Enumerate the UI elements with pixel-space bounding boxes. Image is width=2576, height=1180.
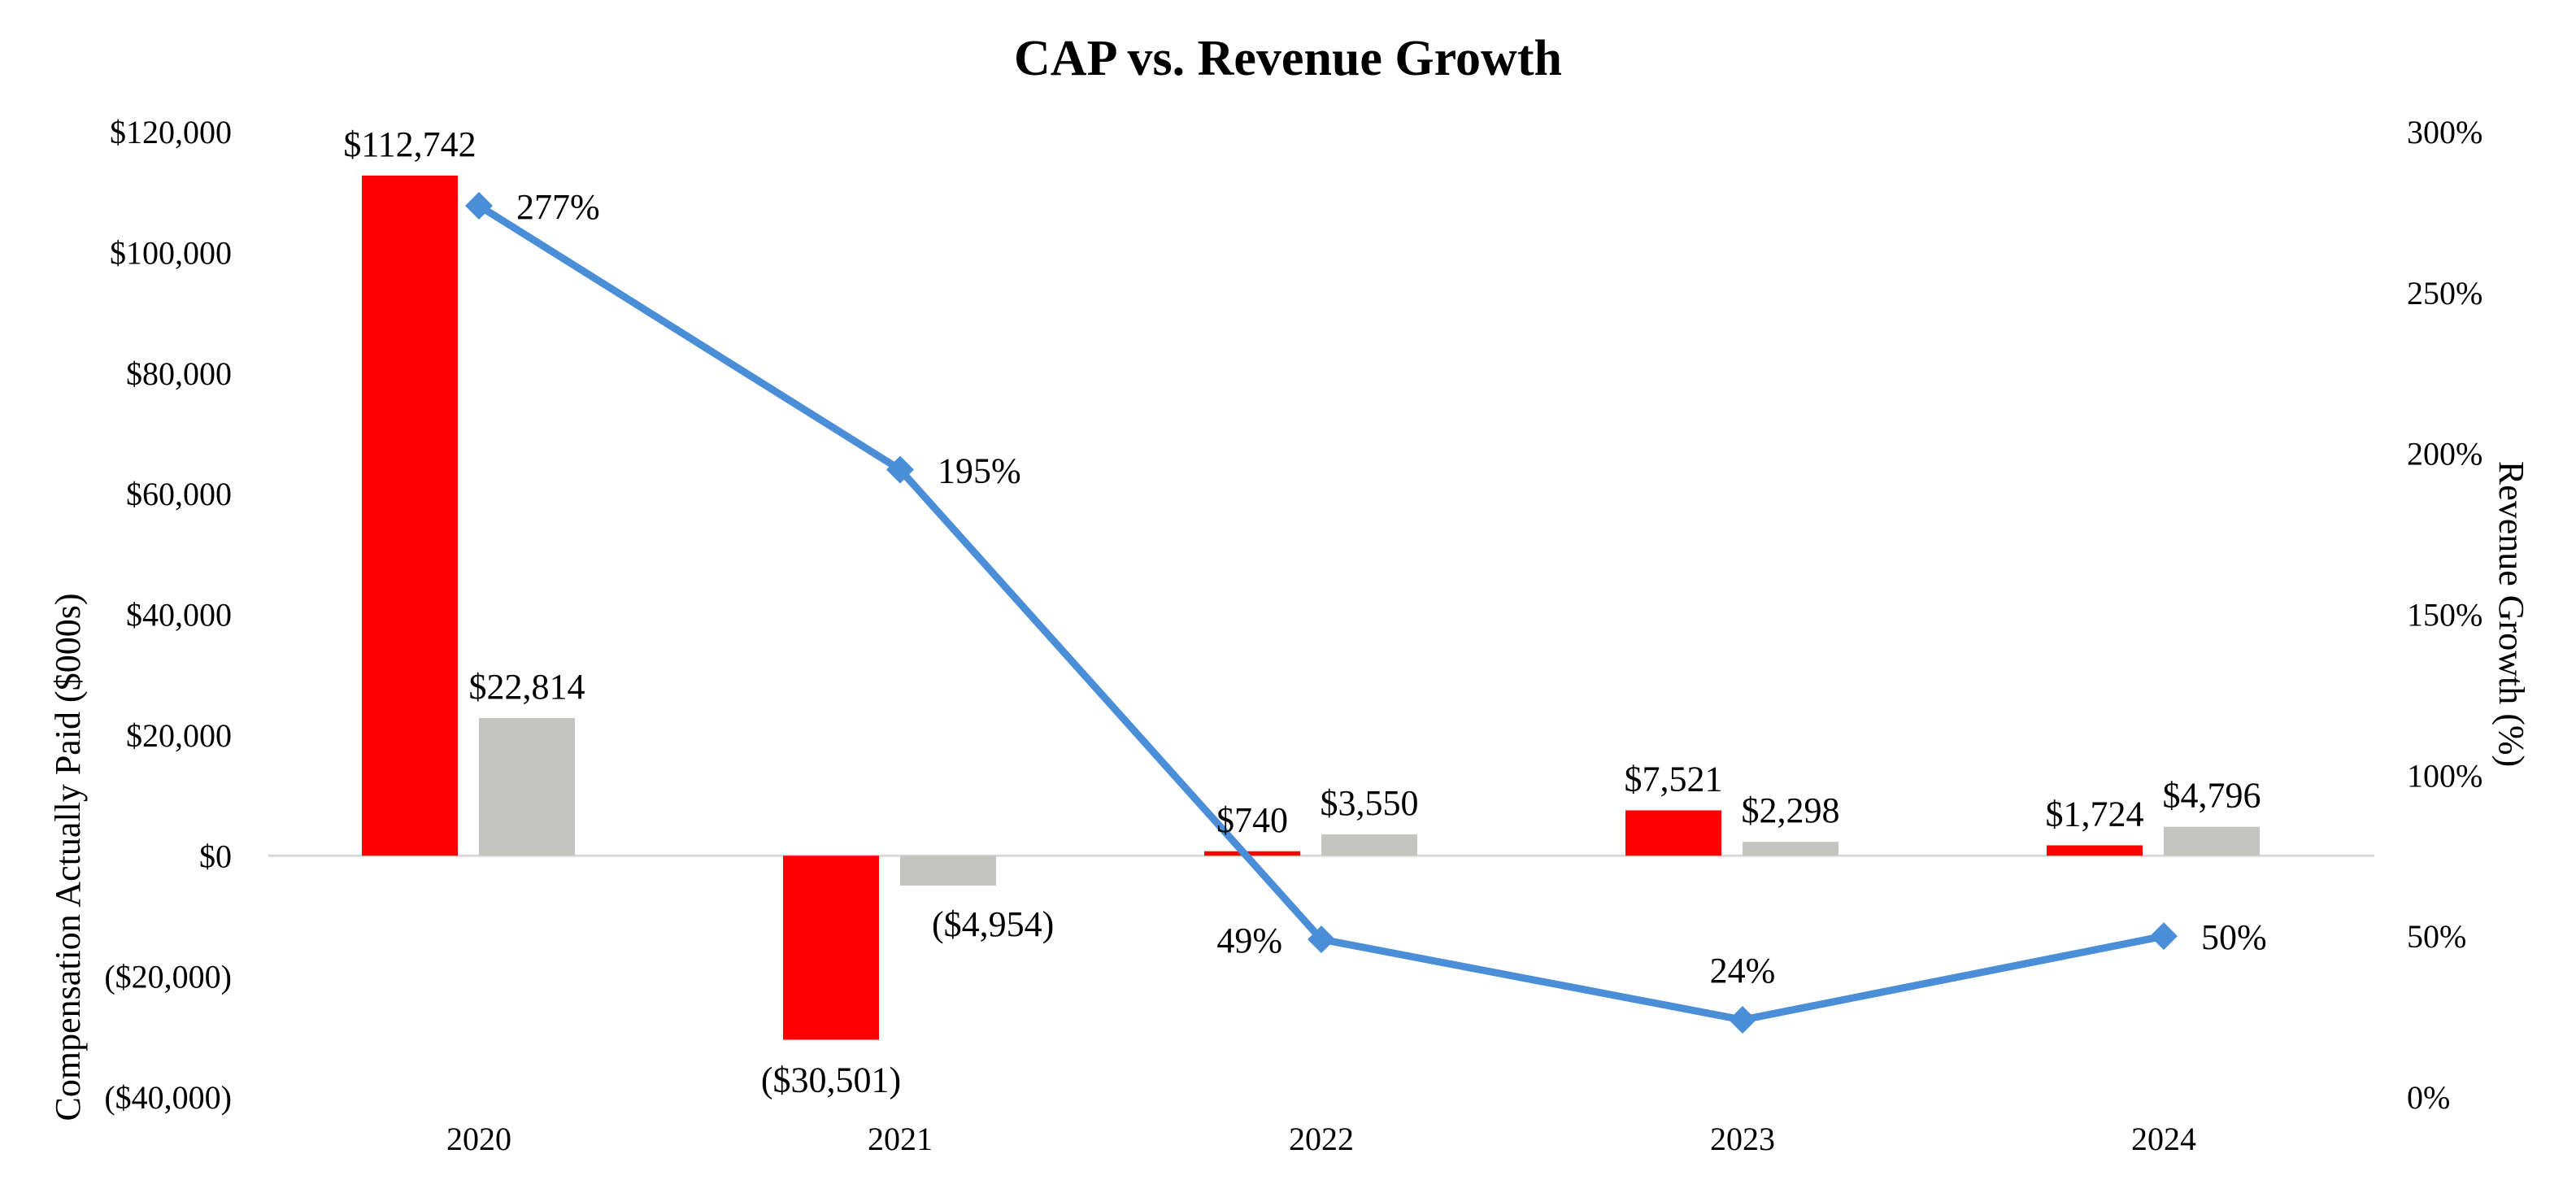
- x-tick-label: 2024: [2131, 1121, 2196, 1157]
- y-tick-label: $80,000: [126, 355, 232, 392]
- bar-cap-1: [783, 856, 879, 1040]
- y2-tick-label: 300%: [2407, 114, 2482, 150]
- x-axis-ticks: 2020 2021 2022 2023 2024: [446, 1121, 2196, 1157]
- bar-data-label: ($4,954): [932, 904, 1054, 944]
- revenue-growth-marker: [465, 192, 493, 220]
- bar-data-label: $2,298: [1742, 790, 1840, 830]
- bar-cap-1: [1204, 851, 1300, 856]
- revenue-growth-marker: [886, 455, 914, 484]
- x-tick-label: 2022: [1289, 1121, 1354, 1157]
- bar-cap-1: [1625, 810, 1721, 856]
- bar-data-label: $3,550: [1321, 783, 1419, 823]
- y-tick-label: $40,000: [126, 597, 232, 634]
- x-tick-label: 2023: [1710, 1121, 1775, 1157]
- bar-cap-1: [362, 175, 458, 856]
- line-series-group: [465, 192, 2178, 1034]
- x-tick-label: 2020: [446, 1121, 511, 1157]
- y2-tick-label: 50%: [2407, 918, 2466, 955]
- revenue-growth-marker: [1729, 1006, 1756, 1034]
- y-tick-label: $20,000: [126, 717, 232, 754]
- line-data-label: 195%: [938, 451, 1021, 490]
- y-axis-label: Compensation Actually Paid ($000s): [48, 594, 88, 1121]
- line-data-label: 277%: [516, 187, 600, 227]
- y-tick-label: $60,000: [126, 476, 232, 512]
- bar-cap-2: [2164, 826, 2260, 856]
- y2-tick-label: 200%: [2407, 436, 2482, 472]
- bar-data-label: $1,724: [2046, 794, 2144, 834]
- bar-data-label: $4,796: [2163, 776, 2261, 816]
- bar-cap-2: [1743, 842, 1838, 856]
- bar-cap-2: [1321, 834, 1417, 856]
- bar-data-label: $740: [1216, 800, 1288, 840]
- bars-group: [362, 175, 2260, 1040]
- y2-tick-label: 250%: [2407, 275, 2482, 311]
- bar-cap-2: [900, 856, 996, 886]
- data-labels-group: $112,742 ($30,501) $740 $7,521 $1,724 $22,814…: [343, 124, 2266, 1100]
- right-axis-ticks: 300% 250% 200% 150% 100% 50% 0%: [2407, 114, 2482, 1116]
- y-tick-label: ($20,000): [104, 959, 232, 995]
- bar-data-label: $22,814: [469, 667, 585, 707]
- revenue-growth-marker: [2150, 922, 2178, 951]
- y2-tick-label: 150%: [2407, 597, 2482, 634]
- y-tick-label: $0: [199, 838, 232, 874]
- chart-title: CAP vs. Revenue Growth: [1014, 31, 1562, 86]
- revenue-growth-marker: [1308, 925, 1335, 954]
- line-data-label: 50%: [2201, 917, 2267, 957]
- bar-cap-2: [479, 717, 575, 856]
- y2-axis-label: Revenue Growth (%): [2491, 461, 2531, 767]
- bar-data-label: ($30,501): [761, 1060, 901, 1100]
- bar-cap-1: [2047, 845, 2143, 856]
- y2-tick-label: 100%: [2407, 757, 2482, 794]
- bar-data-label: $7,521: [1625, 759, 1723, 799]
- y2-tick-label: 0%: [2407, 1079, 2450, 1116]
- line-data-label: 49%: [1216, 921, 1282, 960]
- y-tick-label: ($40,000): [104, 1079, 232, 1116]
- bar-data-label: $112,742: [343, 124, 476, 164]
- y-tick-label: $100,000: [110, 234, 232, 271]
- y-tick-label: $120,000: [110, 114, 232, 150]
- line-data-label: 24%: [1710, 951, 1776, 991]
- revenue-growth-line: [476, 202, 2165, 1024]
- x-tick-label: 2021: [868, 1121, 933, 1157]
- left-axis-ticks: $120,000 $100,000 $80,000 $60,000 $40,000 $20…: [104, 114, 232, 1116]
